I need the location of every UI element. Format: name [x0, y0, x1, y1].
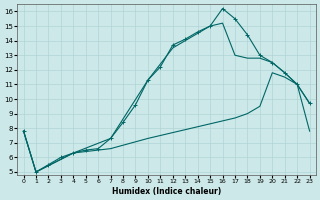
X-axis label: Humidex (Indice chaleur): Humidex (Indice chaleur)	[112, 187, 221, 196]
